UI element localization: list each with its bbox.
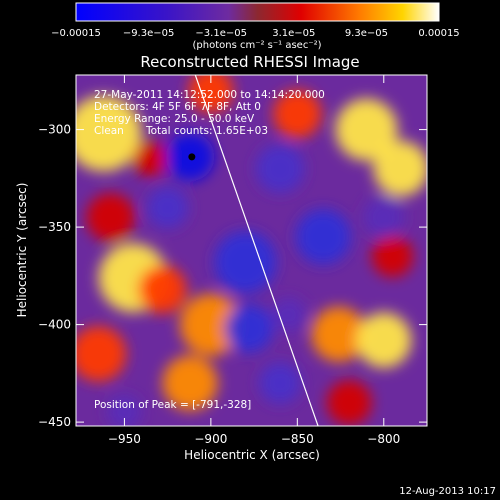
intensity-map xyxy=(76,75,427,426)
plot-frame xyxy=(75,74,428,427)
intensity-blob xyxy=(373,140,427,197)
colorbar-tick-label: −0.00015 xyxy=(51,28,101,39)
timestamp: 12-Aug-2013 10:17 xyxy=(399,486,496,497)
intensity-blob xyxy=(86,193,135,242)
intensity-blob xyxy=(295,209,351,265)
colorbar-unit-label: (photons cm⁻² s⁻¹ asec⁻²) xyxy=(192,40,321,51)
plot-area: −950 −900 −850 −800 −300 −350 −400 −450 xyxy=(38,74,428,446)
y-axis-label: Heliocentric Y (arcsec) xyxy=(15,183,29,318)
intensity-blob xyxy=(273,89,322,139)
annotation-method: Clean xyxy=(94,125,124,137)
chart-title: Reconstructed RHESSI Image xyxy=(140,53,359,71)
solar-limb-line xyxy=(194,75,319,426)
intensity-blob xyxy=(179,293,242,356)
x-axis-ticks: −950 −900 −850 −800 xyxy=(108,75,400,446)
y-axis-ticks: −300 −350 −400 −450 xyxy=(38,123,427,429)
annotation-peak-position: Position of Peak = [-791,-328] xyxy=(94,399,251,411)
intensity-blob xyxy=(214,231,277,294)
y-tick-label: −450 xyxy=(38,415,71,429)
y-tick-label: −350 xyxy=(38,220,71,234)
intensity-blob xyxy=(224,304,274,353)
intensity-blob xyxy=(138,265,187,314)
annotation-energy-range: Energy Range: 25.0 - 50.0 keV xyxy=(94,113,255,125)
colorbar-tick-label: 9.3e−05 xyxy=(345,28,388,39)
colorbar-tick-label: 3.1e−05 xyxy=(272,28,315,39)
annotation-detectors: Detectors: 4F 5F 6F 7F 8F, Att 0 xyxy=(94,101,261,113)
intensity-blob xyxy=(188,75,234,114)
annotation-time-range: 27-May-2011 14:12:52.000 to 14:14:20.000 xyxy=(94,89,325,101)
intensity-blob xyxy=(311,306,367,363)
intensity-blob xyxy=(76,326,127,382)
intensity-blob xyxy=(335,98,398,161)
colorbar-ticks: −0.00015 −9.3e−05 −3.1e−05 3.1e−05 9.3e−05 0.… xyxy=(51,28,460,39)
intensity-blob xyxy=(271,297,306,333)
peak-marker xyxy=(188,153,196,161)
intensity-blob xyxy=(371,235,414,278)
intensity-blob xyxy=(162,355,218,411)
x-axis-label: Heliocentric X (arcsec) xyxy=(184,448,320,462)
colorbar-tick-label: 0.00015 xyxy=(418,28,459,39)
intensity-blob xyxy=(356,312,412,368)
intensity-blob xyxy=(326,380,372,426)
intensity-blob xyxy=(76,95,142,172)
y-tick-label: −400 xyxy=(38,318,71,332)
intensity-blob xyxy=(146,186,189,229)
colorbar-gradient xyxy=(75,2,440,22)
x-tick-label: −850 xyxy=(281,432,314,446)
colorbar-tick-label: −3.1e−05 xyxy=(195,28,247,39)
x-tick-label: −800 xyxy=(367,432,400,446)
x-tick-label: −900 xyxy=(194,432,227,446)
colorbar-tick-label: −9.3e−05 xyxy=(123,28,175,39)
x-tick-label: −950 xyxy=(108,432,141,446)
intensity-blob xyxy=(259,362,301,404)
intensity-blob xyxy=(133,141,168,177)
y-tick-label: −300 xyxy=(38,123,71,137)
intensity-blob xyxy=(107,395,142,426)
colorbar: −0.00015 −9.3e−05 −3.1e−05 3.1e−05 9.3e−05 0.… xyxy=(51,2,460,51)
intensity-blob xyxy=(363,196,405,239)
annotation-total-counts: Total counts: 1.65E+03 xyxy=(145,125,268,137)
intensity-blob xyxy=(255,144,305,193)
